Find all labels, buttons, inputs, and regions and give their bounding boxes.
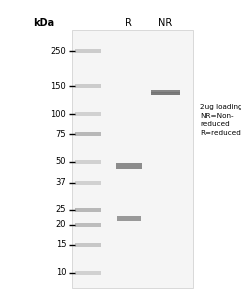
Bar xyxy=(75,49,101,53)
Text: 2ug loading
NR=Non-
reduced
R=reduced: 2ug loading NR=Non- reduced R=reduced xyxy=(200,104,241,136)
Text: 15: 15 xyxy=(56,240,66,249)
Bar xyxy=(116,164,142,169)
Bar xyxy=(151,90,180,93)
Bar xyxy=(75,223,101,227)
Text: kDa: kDa xyxy=(33,17,54,28)
Text: 75: 75 xyxy=(56,130,66,139)
Text: 25: 25 xyxy=(56,205,66,214)
Bar xyxy=(117,216,141,221)
Text: 20: 20 xyxy=(56,220,66,230)
Text: 100: 100 xyxy=(51,110,66,119)
Bar xyxy=(75,132,101,136)
Bar xyxy=(75,271,101,274)
Text: 50: 50 xyxy=(56,158,66,166)
FancyBboxPatch shape xyxy=(72,30,193,288)
Text: 10: 10 xyxy=(56,268,66,277)
Bar xyxy=(75,160,101,164)
Bar xyxy=(75,181,101,184)
Text: 250: 250 xyxy=(51,47,66,56)
Text: R: R xyxy=(126,17,132,28)
Bar xyxy=(75,243,101,247)
Text: 150: 150 xyxy=(51,82,66,91)
Text: 37: 37 xyxy=(55,178,66,187)
Bar xyxy=(75,84,101,88)
Bar xyxy=(75,208,101,212)
Bar xyxy=(151,92,180,95)
Bar xyxy=(75,112,101,116)
Text: NR: NR xyxy=(158,17,172,28)
